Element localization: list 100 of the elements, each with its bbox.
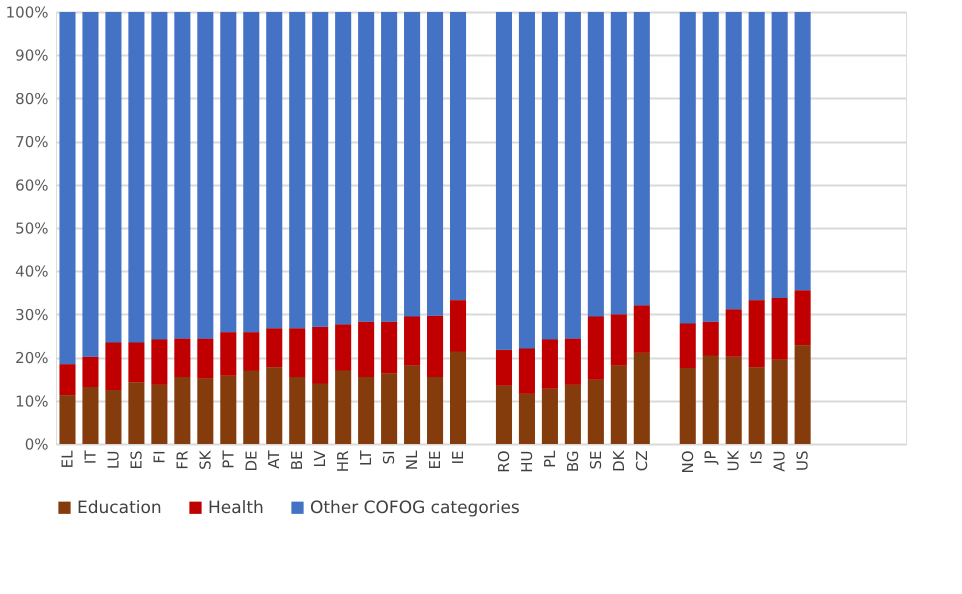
bar [128, 382, 144, 444]
x-tick-label: CZ [632, 450, 651, 472]
bar [220, 332, 236, 376]
x-tick-label: IE [449, 450, 468, 464]
bar [312, 326, 328, 384]
bar [588, 316, 604, 380]
bar [289, 328, 306, 378]
bar [358, 12, 374, 322]
bar [243, 332, 260, 371]
bar [450, 12, 466, 300]
x-tick-label: UK [724, 449, 743, 472]
x-tick-label: AT [265, 450, 284, 469]
x-tick-label: FR [173, 450, 192, 470]
x-tick-label: IT [81, 450, 100, 464]
bar [496, 386, 512, 444]
bar [518, 12, 535, 349]
bar [450, 352, 466, 444]
bar [542, 12, 558, 340]
bar [312, 384, 328, 444]
x-tick-label: US [794, 450, 812, 472]
x-tick-label: DE [242, 450, 260, 472]
x-tick-label: BE [288, 450, 306, 470]
bar [59, 364, 76, 396]
bar [794, 12, 811, 290]
y-tick-label: 40% [15, 262, 48, 281]
y-tick-label: 10% [15, 392, 48, 410]
bar [634, 352, 650, 444]
bar [358, 322, 374, 378]
x-tick-label: HU [518, 450, 536, 473]
bar [59, 12, 76, 364]
bar [634, 12, 650, 306]
bar [151, 339, 168, 385]
y-tick-label: 50% [15, 220, 48, 238]
bar [151, 384, 168, 444]
bar [680, 12, 696, 324]
bar [794, 345, 811, 444]
bar [82, 386, 98, 444]
x-tick-label: LT [357, 450, 376, 466]
x-tick-label: FI [150, 450, 168, 464]
bar [564, 384, 581, 444]
bar [197, 12, 214, 339]
bar [518, 348, 535, 394]
x-tick-label: EE [426, 450, 444, 470]
bar [542, 339, 558, 389]
bar [772, 298, 788, 360]
bar [289, 377, 306, 444]
bar [496, 350, 512, 386]
bar [542, 388, 558, 444]
x-tick-label: AU [770, 450, 789, 472]
bar [243, 370, 260, 444]
x-tick-label: JP [702, 450, 720, 465]
bar [726, 356, 742, 444]
bar [59, 395, 76, 444]
bar [266, 367, 282, 444]
y-tick-label: 20% [15, 349, 48, 368]
bar [197, 378, 214, 444]
bar [748, 367, 765, 444]
bar [726, 309, 742, 357]
bar [404, 365, 420, 444]
x-tick-label: LU [104, 450, 122, 470]
bar [105, 342, 122, 390]
bar [243, 12, 260, 332]
bar [312, 12, 328, 327]
bar [702, 12, 719, 322]
x-tick-label: SE [586, 450, 605, 470]
bar [82, 356, 98, 387]
bar [634, 305, 650, 353]
legend-label: Education [77, 498, 162, 518]
x-tick-label: DK [610, 449, 628, 472]
bar [381, 12, 398, 322]
bar [220, 12, 236, 332]
x-tick-label: BG [564, 450, 582, 472]
bar [335, 324, 352, 371]
y-tick-label: 0% [24, 436, 48, 454]
x-tick-label: PL [540, 450, 559, 468]
bar [726, 12, 742, 310]
x-tick-label: SK [196, 449, 214, 470]
bar [151, 12, 168, 340]
bar [748, 12, 765, 300]
x-tick-label: NL [403, 450, 422, 470]
bar [105, 390, 122, 444]
bar [588, 12, 604, 317]
x-tick-label: HR [334, 450, 352, 472]
bar [105, 12, 122, 342]
bar [335, 12, 352, 324]
bar [772, 359, 788, 444]
bar [427, 12, 444, 316]
x-tick-label: ES [127, 450, 146, 470]
bar [610, 365, 627, 444]
bar [702, 355, 719, 444]
bar [404, 12, 420, 317]
y-tick-label: 90% [15, 46, 48, 65]
bar [358, 377, 374, 444]
x-tick-label: PT [219, 450, 238, 469]
bar [174, 377, 190, 444]
legend-label: Other COFOG categories [310, 498, 520, 518]
x-tick-label: IS [748, 450, 766, 464]
x-tick-label: SI [380, 450, 398, 464]
y-tick-label: 100% [6, 4, 48, 22]
x-tick-label: RO [494, 450, 513, 473]
